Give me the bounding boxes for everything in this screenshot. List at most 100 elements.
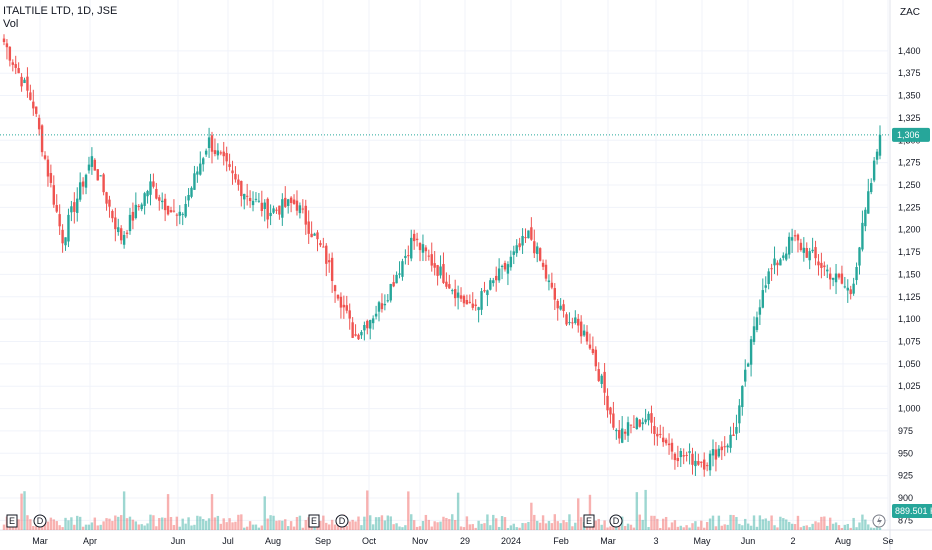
candle-body [58, 214, 61, 227]
volume-bar [867, 524, 870, 530]
volume-bar [738, 523, 741, 530]
candle-body [442, 264, 445, 283]
volume-bar [231, 522, 234, 530]
candle-body [474, 304, 477, 306]
volume-bar [785, 519, 788, 530]
candle-body [161, 200, 164, 203]
volume-bar [744, 518, 747, 530]
earnings-marker-label: E [586, 516, 592, 526]
candle-body [55, 205, 58, 212]
candle-body [623, 431, 627, 434]
candle-body [840, 273, 844, 284]
candle-body [11, 62, 14, 65]
volume-bar [673, 520, 677, 530]
candle-body [196, 171, 199, 175]
currency-label[interactable]: ZAC [900, 7, 920, 18]
volume-bar [73, 524, 76, 530]
candle-body [140, 204, 143, 210]
volume-bar [773, 525, 776, 530]
candle-body [228, 164, 231, 167]
volume-bar [363, 516, 366, 530]
volume-bar [790, 523, 794, 530]
candle-body [732, 434, 735, 436]
candle-body [647, 413, 650, 421]
candle-body [878, 134, 882, 156]
candle-body [81, 181, 85, 187]
candle-body [111, 211, 114, 219]
volume-bar [433, 521, 436, 530]
candle-body [266, 198, 269, 220]
volume-bar [650, 515, 653, 530]
x-tick-label: 3 [653, 536, 658, 546]
last-price-badge [892, 127, 930, 142]
volume-bar [638, 514, 641, 530]
candle-body [799, 242, 803, 251]
candle-body [35, 106, 38, 114]
volume-bar [289, 521, 293, 530]
candle-body [37, 117, 41, 130]
x-tick-label: Jul [222, 536, 234, 546]
candle-body [714, 449, 718, 460]
volume-bar [872, 527, 876, 530]
volume-bar [424, 514, 428, 530]
volume-bar [295, 516, 299, 530]
volume-bar [779, 516, 782, 530]
candle-body [644, 419, 647, 423]
volume-bar [395, 523, 398, 530]
y-tick-label: 975 [898, 426, 913, 436]
volume-bar [105, 518, 108, 530]
volume-bar [52, 519, 56, 530]
candle-body [143, 193, 146, 206]
volume-bar [410, 514, 413, 530]
candle-body [752, 326, 756, 342]
candle-body [298, 205, 302, 214]
volume-bar [178, 526, 181, 530]
volume-bar [114, 515, 117, 530]
candle-body [108, 199, 111, 207]
candle-body [451, 290, 454, 292]
x-tick-label: Mar [600, 536, 616, 546]
y-tick-label: 1,050 [898, 359, 921, 369]
volume-bar [119, 515, 123, 530]
candle-body [477, 307, 480, 311]
volume-bar [14, 526, 17, 530]
volume-bar [213, 517, 217, 530]
volume-bar [304, 519, 307, 530]
candle-body [225, 153, 228, 162]
volume-bar [281, 520, 284, 530]
candle-body [785, 253, 788, 260]
volume-bar [846, 523, 849, 530]
volume-bar [840, 527, 844, 530]
candle-body [26, 76, 29, 91]
candle-body [776, 262, 779, 266]
volume-bar [808, 527, 811, 530]
volume-bar [275, 520, 278, 530]
volume-bar [679, 525, 682, 530]
volume-bar [670, 522, 674, 530]
volume-bar [292, 526, 296, 530]
volume-bar [143, 525, 146, 530]
candle-body [571, 322, 574, 324]
volume-bar [269, 515, 272, 530]
volume-bar [322, 515, 325, 530]
candle-body [374, 313, 378, 317]
volume-bar [594, 520, 598, 530]
candle-body [155, 188, 158, 199]
candle-body [415, 238, 419, 241]
candle-body [404, 255, 407, 259]
volume-bar [222, 518, 225, 530]
volume-bar [407, 491, 410, 530]
earnings-marker [583, 514, 595, 528]
candle-body [439, 266, 442, 276]
dividend-marker [609, 514, 623, 528]
candle-body [307, 221, 310, 234]
candle-body [612, 413, 615, 428]
volume-bar [714, 526, 718, 530]
volume-bar [703, 527, 706, 530]
volume-bar [351, 519, 354, 530]
candle-body [20, 76, 23, 87]
volume-bar [606, 527, 609, 530]
candle-body [301, 208, 305, 210]
candle-body [213, 150, 217, 154]
